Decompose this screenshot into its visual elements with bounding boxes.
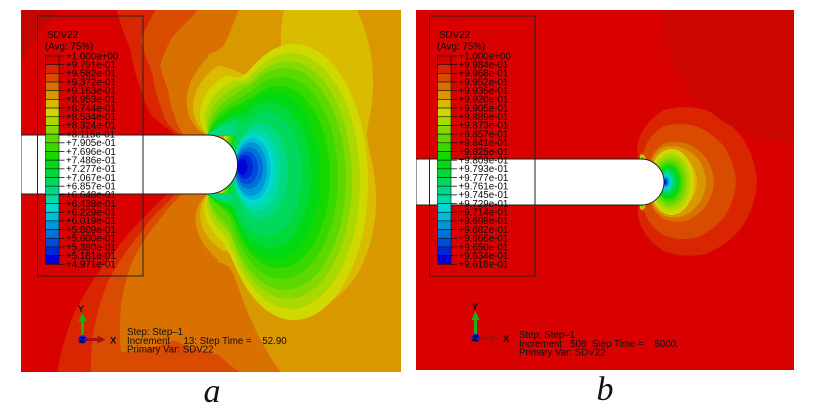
svg-text:SDV22: SDV22 xyxy=(439,30,470,41)
svg-text:+7.067e-01: +7.067e-01 xyxy=(66,173,116,184)
svg-text:+7.486e-01: +7.486e-01 xyxy=(66,155,116,166)
svg-text:+9.952e-01: +9.952e-01 xyxy=(459,77,509,88)
svg-text:+6.648e-01: +6.648e-01 xyxy=(66,190,116,201)
svg-text:+9.582e-01: +9.582e-01 xyxy=(66,69,116,80)
svg-text:+7.696e-01: +7.696e-01 xyxy=(66,147,116,158)
svg-text:(Avg: 75%): (Avg: 75%) xyxy=(437,42,485,53)
svg-text:+9.666e-01: +9.666e-01 xyxy=(459,234,509,245)
svg-text:+6.438e-01: +6.438e-01 xyxy=(66,199,116,210)
svg-text:+9.682e-01: +9.682e-01 xyxy=(459,225,509,236)
svg-text:Step: Step–1: Step: Step–1 xyxy=(127,327,183,338)
svg-text:+8.953e-01: +8.953e-01 xyxy=(66,95,116,106)
svg-text:SDV22: SDV22 xyxy=(47,30,78,41)
svg-text:+8.115e-01: +8.115e-01 xyxy=(66,129,115,140)
svg-text:+9.873e-01: +9.873e-01 xyxy=(459,121,509,132)
svg-text:+9.777e-01: +9.777e-01 xyxy=(459,173,509,184)
svg-text:+5.809e-01: +5.809e-01 xyxy=(66,225,116,236)
svg-text:+1.000e+00: +1.000e+00 xyxy=(66,51,119,62)
svg-text:+9.936e-01: +9.936e-01 xyxy=(459,86,509,97)
svg-text:+7.277e-01: +7.277e-01 xyxy=(66,164,116,175)
svg-text:+7.905e-01: +7.905e-01 xyxy=(66,138,116,149)
svg-text:+6.019e-01: +6.019e-01 xyxy=(66,216,116,227)
svg-text:+9.729e-01: +9.729e-01 xyxy=(459,199,509,210)
svg-text:+9.163e-01: +9.163e-01 xyxy=(66,86,116,97)
svg-text:+8.534e-01: +8.534e-01 xyxy=(66,112,116,123)
svg-text:+5.390e-01: +5.390e-01 xyxy=(66,242,116,253)
svg-text:X: X xyxy=(503,334,510,345)
svg-text:+9.841e-01: +9.841e-01 xyxy=(459,138,509,149)
svg-text:Increment 13: Step Time =: Increment 13: Step Time = 52.90 xyxy=(127,336,287,347)
svg-text:+9.968e-01: +9.968e-01 xyxy=(459,69,509,80)
svg-text:+9.791e-01: +9.791e-01 xyxy=(66,60,116,71)
svg-text:+9.745e-01: +9.745e-01 xyxy=(459,190,509,201)
svg-text:+9.825e-01: +9.825e-01 xyxy=(459,147,509,158)
svg-text:+4.971e-01: +4.971e-01 xyxy=(66,260,116,271)
svg-text:+9.905e-01: +9.905e-01 xyxy=(459,103,509,114)
svg-text:+5.181e-01: +5.181e-01 xyxy=(66,251,116,262)
svg-text:X: X xyxy=(110,336,117,347)
svg-text:+6.229e-01: +6.229e-01 xyxy=(66,208,116,219)
svg-text:+8.324e-01: +8.324e-01 xyxy=(66,121,116,132)
svg-text:+9.920e-01: +9.920e-01 xyxy=(459,95,509,106)
svg-text:+9.761e-01: +9.761e-01 xyxy=(459,182,509,193)
svg-text:Primary Var: SDV22: Primary Var: SDV22 xyxy=(519,348,606,359)
svg-text:+9.372e-01: +9.372e-01 xyxy=(66,77,116,88)
svg-text:Primary Var: SDV22: Primary Var: SDV22 xyxy=(127,345,214,356)
svg-text:(Avg: 75%): (Avg: 75%) xyxy=(45,42,93,53)
svg-text:+1.000e+00: +1.000e+00 xyxy=(459,51,512,62)
svg-text:Y: Y xyxy=(78,304,85,315)
svg-text:+9.889e-01: +9.889e-01 xyxy=(459,112,509,123)
svg-text:+9.809e-01: +9.809e-01 xyxy=(459,155,509,166)
svg-text:+5.600e-01: +5.600e-01 xyxy=(66,234,116,245)
svg-text:+9.650e-01: +9.650e-01 xyxy=(459,242,509,253)
svg-text:Step: Step–1: Step: Step–1 xyxy=(519,330,575,341)
svg-text:Y: Y xyxy=(472,302,479,313)
svg-text:Increment 508: Step Time =: Increment 508: Step Time = 5000. xyxy=(519,339,679,350)
svg-text:+9.857e-01: +9.857e-01 xyxy=(459,129,509,140)
svg-text:+9.618e-01: +9.618e-01 xyxy=(459,260,509,271)
svg-text:+9.634e-01: +9.634e-01 xyxy=(459,251,509,262)
svg-text:+6.857e-01: +6.857e-01 xyxy=(66,182,116,193)
svg-text:+8.744e-01: +8.744e-01 xyxy=(66,103,116,114)
svg-text:+9.793e-01: +9.793e-01 xyxy=(459,164,509,175)
svg-text:+9.698e-01: +9.698e-01 xyxy=(459,216,509,227)
svg-text:+9.714e-01: +9.714e-01 xyxy=(459,208,509,219)
svg-text:+9.984e-01: +9.984e-01 xyxy=(459,60,509,71)
